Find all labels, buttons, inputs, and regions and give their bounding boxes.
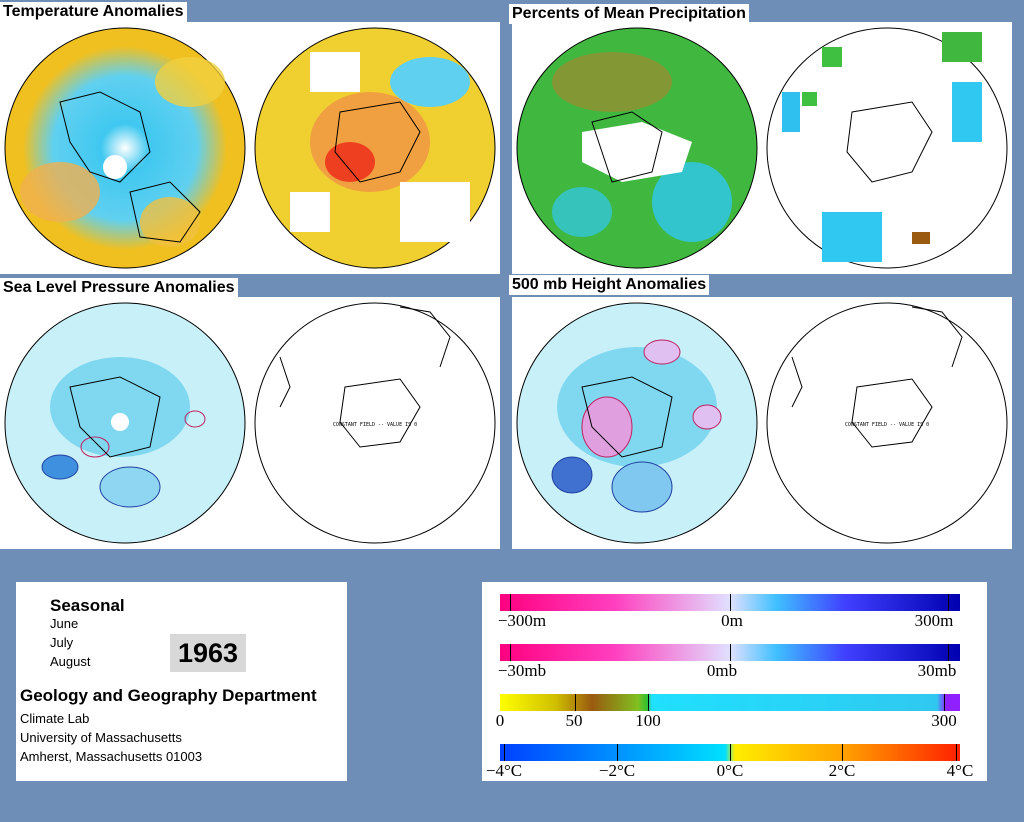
temp-label-zero: 0°C — [716, 761, 744, 780]
height500-constant-note: CONSTANT FIELD -- VALUE IS 0 — [845, 422, 929, 428]
temp-label-plus4: 4°C — [946, 761, 974, 780]
height500-panel: CONSTANT FIELD -- VALUE IS 0 — [512, 297, 1012, 549]
slp-constant-note: CONSTANT FIELD -- VALUE IS 0 — [333, 422, 417, 428]
precipitation-panel — [512, 22, 1012, 274]
temperature-northern-globe — [4, 27, 246, 269]
temp-label-plus2: 2°C — [828, 761, 856, 780]
pressure-label-zero: 0mb — [706, 661, 738, 680]
slp-panel: CONSTANT FIELD -- VALUE IS 0 — [0, 297, 500, 549]
temperature-southern-globe — [254, 27, 496, 269]
department-name: Geology and Geography Department — [20, 686, 317, 705]
address-line-2: University of Massachusetts — [20, 730, 182, 745]
precip-colorbar — [500, 694, 960, 711]
slp-northern-globe — [4, 302, 246, 544]
legend-box: −300m 0m 300m −30mb 0mb 30mb 0 50 100 30… — [482, 582, 987, 781]
pressure-label-min: −30mb — [497, 661, 547, 680]
precipitation-northern-globe — [516, 27, 758, 269]
year-label: 1963 — [170, 634, 246, 672]
temperature-title: Temperature Anomalies — [0, 2, 187, 22]
slp-southern-globe: CONSTANT FIELD -- VALUE IS 0 — [254, 302, 496, 544]
height-label-max: 300m — [914, 611, 954, 630]
slp-title: Sea Level Pressure Anomalies — [0, 278, 238, 298]
height500-title: 500 mb Height Anomalies — [509, 275, 710, 295]
temp-label-minus4: −4°C — [485, 761, 523, 780]
precipitation-title: Percents of Mean Precipitation — [509, 4, 749, 24]
address-line-1: Climate Lab — [20, 711, 90, 726]
height-colorbar — [500, 594, 960, 611]
month-july: July — [50, 635, 74, 650]
pressure-colorbar — [500, 644, 960, 661]
precip-label-0: 0 — [495, 711, 505, 730]
height500-southern-globe: CONSTANT FIELD -- VALUE IS 0 — [766, 302, 1008, 544]
temp-label-minus2: −2°C — [598, 761, 636, 780]
info-box: Seasonal June July August 1963 Geology a… — [16, 582, 347, 781]
temperature-panel — [0, 22, 500, 274]
precip-label-300: 300 — [931, 711, 957, 730]
precip-label-50: 50 — [565, 711, 583, 730]
address-line-3: Amherst, Massachusetts 01003 — [20, 749, 203, 764]
precipitation-southern-globe — [766, 27, 1008, 269]
height500-northern-globe — [516, 302, 758, 544]
month-june: June — [50, 616, 79, 631]
month-august: August — [50, 654, 91, 669]
precip-label-100: 100 — [635, 711, 661, 730]
period-label: Seasonal — [50, 596, 125, 615]
temp-colorbar — [500, 744, 960, 761]
height-label-zero: 0m — [721, 611, 743, 630]
pressure-label-max: 30mb — [917, 661, 957, 680]
height-label-min: −300m — [497, 611, 547, 630]
